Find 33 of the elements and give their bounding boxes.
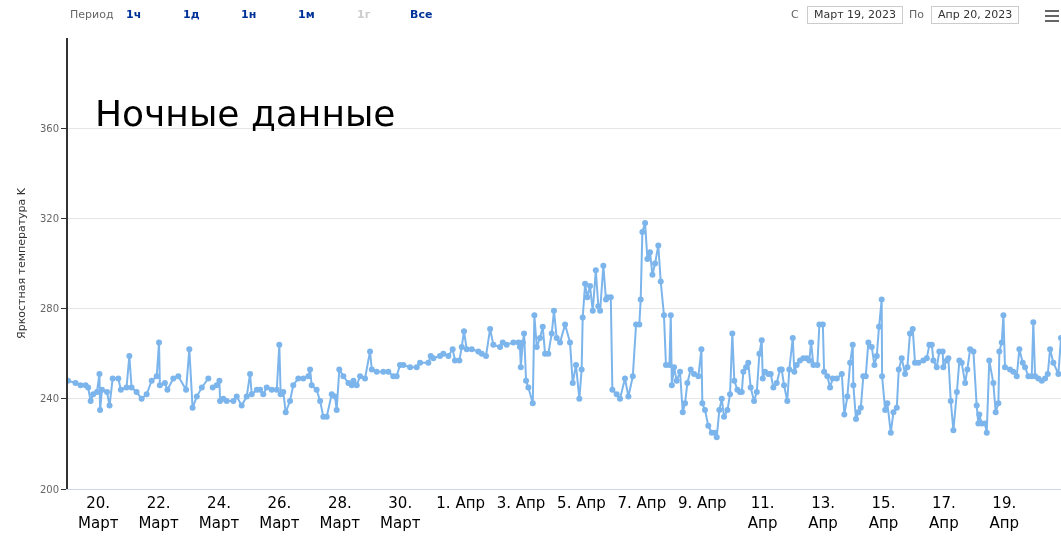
text: По (909, 8, 925, 22)
x-tick-label: 19. Апр (989, 494, 1020, 532)
x-tick-label: 17. Апр (929, 494, 959, 532)
text: 1ч (126, 8, 142, 22)
text: 1н (241, 8, 257, 22)
text: Период (70, 8, 114, 22)
x-tick-label: 9. Апр (677, 494, 727, 512)
y-tick-label: 200 (39, 483, 59, 495)
x-tick-label: 22. Март (138, 494, 180, 532)
x-tick-label: 28. Март (319, 494, 361, 532)
y-tick-label: 320 (39, 212, 59, 224)
x-tick-label: 30. Март (380, 494, 421, 532)
x-tick-label: 15. Апр (868, 494, 899, 532)
text: Все (410, 8, 433, 22)
text: Ночные данные (95, 92, 396, 134)
x-tick-label: 24. Март (198, 494, 240, 532)
x-tick-label: 20. Март (78, 494, 119, 532)
x-tick-label: 11. Апр (747, 494, 778, 532)
y-tick-label: 280 (39, 303, 59, 315)
x-tick-label: 26. Март (259, 494, 300, 532)
text: С (791, 8, 799, 22)
text: 1м (298, 8, 315, 22)
y-tick-label: 240 (39, 393, 59, 405)
x-tick-label: 5. Апр (557, 494, 606, 512)
y-tick-label: 360 (39, 122, 59, 134)
text: Март 19, 2023 (807, 6, 904, 24)
text: 1д (183, 8, 200, 22)
x-tick-label: 3. Апр (496, 494, 546, 512)
x-tick-label: 1. Апр (436, 494, 485, 512)
x-tick-label: 7. Апр (617, 494, 667, 512)
text: Апр 20, 2023 (931, 6, 1020, 24)
x-tick-label: 13. Апр (808, 494, 838, 532)
y-axis-title: Яркостная температура K (15, 187, 29, 340)
